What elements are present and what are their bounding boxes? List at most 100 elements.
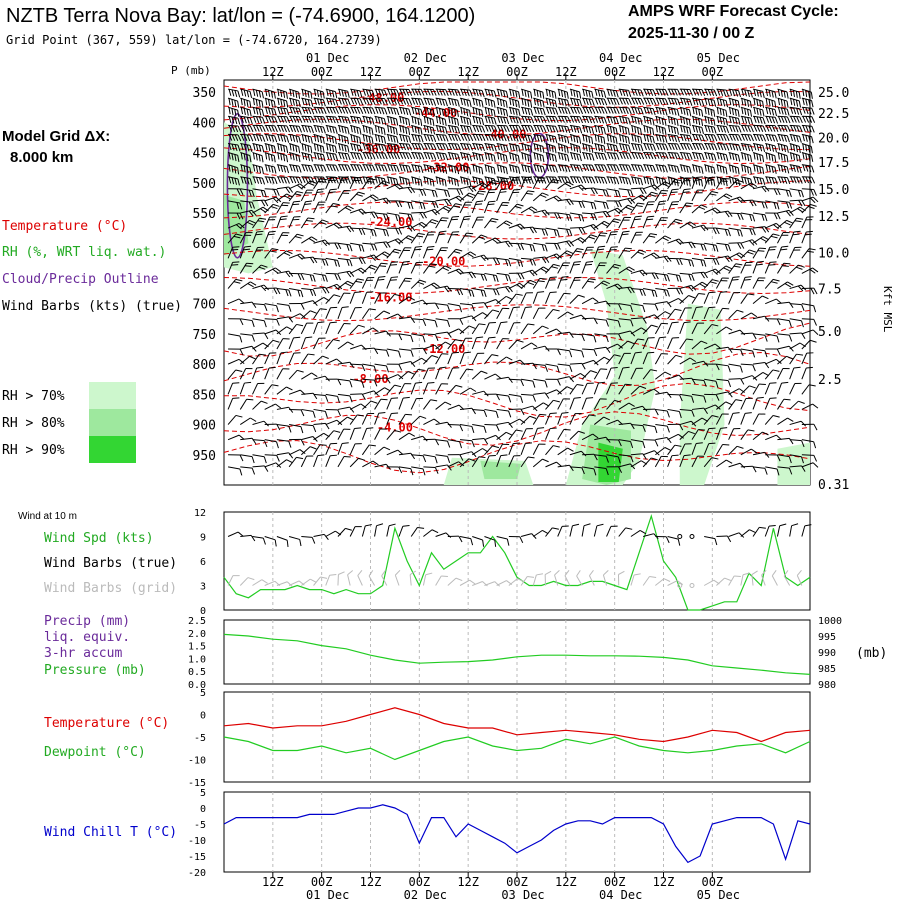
bottom-hour-label: 00Z (701, 875, 723, 889)
top-hour-label: 12Z (457, 65, 479, 79)
lower-panels: 0369120.00.51.01.52.02.59809859909951000… (188, 508, 842, 900)
pressure-tick-label: 985 (818, 664, 836, 675)
wind-barbs-grid-label: Wind Barbs (grid) (44, 581, 177, 596)
pressure-tick-label: 500 (193, 177, 216, 192)
pressure-tick-label: 400 (193, 116, 216, 131)
wind-panel-tick-label: 3 (200, 582, 206, 593)
top-hour-label: 00Z (604, 65, 626, 79)
bottom-day-label: 03 Dec (501, 888, 544, 900)
top-hour-label: 00Z (506, 65, 528, 79)
top-day-label: 03 Dec (501, 51, 544, 65)
wind-chill-label: Wind Chill T (°C) (44, 825, 177, 840)
temp-panel-tick-label: -10 (188, 756, 206, 767)
station-title: NZTB Terra Nova Bay: lat/lon = (-74.6900… (6, 5, 475, 27)
height-tick-label: 2.5 (818, 373, 841, 388)
chill-panel-tick-label: -5 (194, 820, 206, 831)
chill-panel-tick-label: -15 (188, 852, 206, 863)
bottom-hour-label: 12Z (653, 875, 675, 889)
pressure-tick-label: 995 (818, 632, 836, 643)
height-tick-label: 20.0 (818, 131, 849, 146)
dewpoint-label: Dewpoint (°C) (44, 745, 146, 760)
pressure-tick-label: 850 (193, 388, 216, 403)
rh-key-label: RH > 90% (2, 443, 65, 458)
top-hour-label: 12Z (653, 65, 675, 79)
model-grid-label: Model Grid ΔX: (2, 128, 110, 145)
pressure-tick-label: 550 (193, 207, 216, 222)
wind-panel-tick-label: 6 (200, 557, 206, 568)
chill-panel-tick-label: 0 (200, 804, 206, 815)
precip-panel-tick-label: 2.0 (188, 629, 206, 640)
pressure-tick-label: 700 (193, 298, 216, 313)
precip-label: Precip (mm) (44, 614, 130, 629)
pressure-tick-label: 950 (193, 449, 216, 464)
bottom-day-label: 01 Dec (306, 888, 349, 900)
wind-panel-tick-label: 9 (200, 533, 206, 544)
height-axis-title: Kft MSL (881, 286, 894, 333)
rh-shading-region (480, 461, 521, 479)
precip-panel-tick-label: 2.5 (188, 616, 206, 627)
bottom-day-label: 02 Dec (404, 888, 447, 900)
bottom-hour-label: 00Z (311, 875, 333, 889)
top-day-label: 05 Dec (697, 51, 740, 65)
top-hour-label: 00Z (701, 65, 723, 79)
cycle-value: 2025-11-30 / 00 Z (628, 25, 755, 42)
precip-panel-tick-label: 1.5 (188, 642, 206, 653)
pressure-unit: (mb) (856, 646, 887, 661)
pressure-tick-label: 1000 (818, 616, 842, 627)
cross-section-panel: -48.00-44.00-40.00-36.00-32.00-28.00-24.… (171, 51, 894, 493)
precip-panel-tick-label: 0.5 (188, 667, 206, 678)
pressure-tick-label: 800 (193, 358, 216, 373)
pressure-tick-label: 980 (818, 680, 836, 691)
height-tick-label: 5.0 (818, 325, 841, 340)
height-tick-label: 25.0 (818, 86, 849, 101)
top-day-label: 01 Dec (306, 51, 349, 65)
rh-key-swatch (89, 409, 136, 436)
chill-panel-tick-label: -20 (188, 868, 206, 879)
pressure-tick-label: 350 (193, 86, 216, 101)
top-hour-label: 00Z (311, 65, 333, 79)
pressure-tick-label: 750 (193, 328, 216, 343)
pressure-tick-label: 990 (818, 648, 836, 659)
bottom-hour-label: 12Z (555, 875, 577, 889)
top-hour-label: 12Z (262, 65, 284, 79)
top-hour-label: 00Z (408, 65, 430, 79)
top-day-label: 04 Dec (599, 51, 642, 65)
pressure-label: Pressure (mb) (44, 663, 146, 678)
top-day-label: 02 Dec (404, 51, 447, 65)
chill-panel-tick-label: -10 (188, 836, 206, 847)
temperature-contour-label: -4.00 (377, 421, 413, 435)
temperature-contour-label: -32.00 (426, 161, 469, 175)
rh-key-swatch (89, 436, 136, 463)
model-grid-value: 8.000 km (10, 149, 73, 166)
bottom-day-label: 05 Dec (697, 888, 740, 900)
wind-barbs-true-label: Wind Barbs (true) (44, 556, 177, 571)
bottom-hour-label: 12Z (262, 875, 284, 889)
chill-panel-tick-label: 5 (200, 788, 206, 799)
height-tick-label: 17.5 (818, 156, 849, 171)
temp-panel-tick-label: -5 (194, 733, 206, 744)
precip-panel-tick-label: 1.0 (188, 654, 206, 665)
legend-cloud: Cloud/Precip Outline (2, 272, 159, 287)
bottom-hour-label: 00Z (506, 875, 528, 889)
cycle-label: AMPS WRF Forecast Cycle: (628, 3, 839, 20)
legend-wind-barbs: Wind Barbs (kts) (true) (2, 299, 182, 314)
rh-shading-region (598, 443, 622, 482)
temperature-contour-label: -8.00 (352, 372, 388, 386)
rh-key-label: RH > 70% (2, 389, 65, 404)
grid-point-label: Grid Point (367, 559) lat/lon = (-74.672… (6, 33, 382, 47)
wind-panel-tick-label: 12 (194, 508, 206, 519)
pressure-tick-label: 900 (193, 419, 216, 434)
bottom-hour-label: 12Z (457, 875, 479, 889)
bottom-day-label: 04 Dec (599, 888, 642, 900)
pressure-tick-label: 600 (193, 237, 216, 252)
temp-panel-tick-label: 0 (200, 711, 206, 722)
wind-at-10m-label: Wind at 10 m (18, 511, 77, 522)
wind-speed-label: Wind Spd (kts) (44, 531, 154, 546)
top-hour-label: 12Z (555, 65, 577, 79)
top-hour-label: 12Z (360, 65, 382, 79)
bottom-hour-label: 00Z (408, 875, 430, 889)
rh-shading-region (777, 443, 810, 485)
legend-temperature: Temperature (°C) (2, 219, 127, 234)
temperature-label: Temperature (°C) (44, 716, 169, 731)
